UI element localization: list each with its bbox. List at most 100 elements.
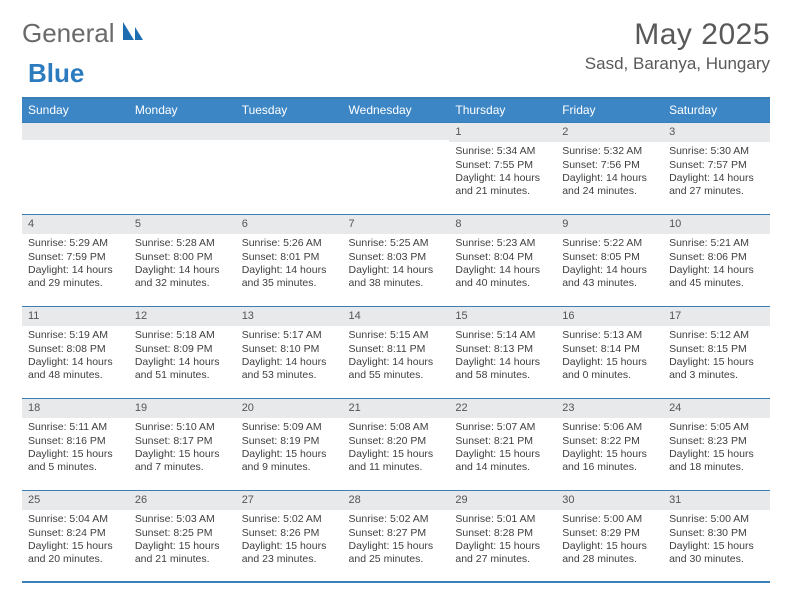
day-number-band: 21 [343, 398, 450, 418]
sunrise-line: Sunrise: 5:26 AM [242, 237, 337, 250]
sunrise-line: Sunrise: 5:00 AM [669, 513, 764, 526]
sunset-line: Sunset: 8:25 PM [135, 527, 230, 540]
daylight-line: Daylight: 14 hours and 55 minutes. [349, 356, 444, 383]
calendar-row: 1Sunrise: 5:34 AMSunset: 7:55 PMDaylight… [22, 122, 770, 214]
sunrise-line: Sunrise: 5:21 AM [669, 237, 764, 250]
sunset-line: Sunset: 8:10 PM [242, 343, 337, 356]
logo-text-general: General [22, 18, 115, 49]
calendar-cell: 9Sunrise: 5:22 AMSunset: 8:05 PMDaylight… [556, 214, 663, 306]
day-number-band: 29 [449, 490, 556, 510]
day-details: Sunrise: 5:15 AMSunset: 8:11 PMDaylight:… [343, 326, 450, 387]
weekday-header: Saturday [663, 98, 770, 122]
sunset-line: Sunset: 8:15 PM [669, 343, 764, 356]
day-details: Sunrise: 5:23 AMSunset: 8:04 PMDaylight:… [449, 234, 556, 295]
day-number-band: 7 [343, 214, 450, 234]
calendar-cell-empty [129, 122, 236, 214]
calendar-cell: 28Sunrise: 5:02 AMSunset: 8:27 PMDayligh… [343, 490, 450, 582]
calendar-cell: 1Sunrise: 5:34 AMSunset: 7:55 PMDaylight… [449, 122, 556, 214]
day-details: Sunrise: 5:18 AMSunset: 8:09 PMDaylight:… [129, 326, 236, 387]
day-details: Sunrise: 5:28 AMSunset: 8:00 PMDaylight:… [129, 234, 236, 295]
calendar-cell: 14Sunrise: 5:15 AMSunset: 8:11 PMDayligh… [343, 306, 450, 398]
day-details: Sunrise: 5:00 AMSunset: 8:30 PMDaylight:… [663, 510, 770, 571]
location: Sasd, Baranya, Hungary [585, 54, 770, 74]
sunset-line: Sunset: 8:19 PM [242, 435, 337, 448]
sunrise-line: Sunrise: 5:17 AM [242, 329, 337, 342]
day-number-band: 17 [663, 306, 770, 326]
sunset-line: Sunset: 8:08 PM [28, 343, 123, 356]
daylight-line: Daylight: 14 hours and 45 minutes. [669, 264, 764, 291]
daylight-line: Daylight: 15 hours and 3 minutes. [669, 356, 764, 383]
daylight-line: Daylight: 15 hours and 25 minutes. [349, 540, 444, 567]
day-details: Sunrise: 5:08 AMSunset: 8:20 PMDaylight:… [343, 418, 450, 479]
sunset-line: Sunset: 8:14 PM [562, 343, 657, 356]
calendar-cell: 13Sunrise: 5:17 AMSunset: 8:10 PMDayligh… [236, 306, 343, 398]
calendar-cell: 12Sunrise: 5:18 AMSunset: 8:09 PMDayligh… [129, 306, 236, 398]
sunrise-line: Sunrise: 5:22 AM [562, 237, 657, 250]
daylight-line: Daylight: 14 hours and 27 minutes. [669, 172, 764, 199]
day-number-band: 27 [236, 490, 343, 510]
day-details: Sunrise: 5:22 AMSunset: 8:05 PMDaylight:… [556, 234, 663, 295]
daylight-line: Daylight: 14 hours and 35 minutes. [242, 264, 337, 291]
day-number-band: 19 [129, 398, 236, 418]
sunset-line: Sunset: 7:56 PM [562, 159, 657, 172]
daylight-line: Daylight: 14 hours and 40 minutes. [455, 264, 550, 291]
day-number-band [343, 122, 450, 140]
sunrise-line: Sunrise: 5:30 AM [669, 145, 764, 158]
day-details: Sunrise: 5:17 AMSunset: 8:10 PMDaylight:… [236, 326, 343, 387]
day-number-band: 15 [449, 306, 556, 326]
sunset-line: Sunset: 8:13 PM [455, 343, 550, 356]
sunrise-line: Sunrise: 5:09 AM [242, 421, 337, 434]
day-details: Sunrise: 5:10 AMSunset: 8:17 PMDaylight:… [129, 418, 236, 479]
day-number-band: 13 [236, 306, 343, 326]
daylight-line: Daylight: 15 hours and 11 minutes. [349, 448, 444, 475]
day-details: Sunrise: 5:14 AMSunset: 8:13 PMDaylight:… [449, 326, 556, 387]
day-number-band [236, 122, 343, 140]
calendar-cell: 30Sunrise: 5:00 AMSunset: 8:29 PMDayligh… [556, 490, 663, 582]
day-details: Sunrise: 5:02 AMSunset: 8:27 PMDaylight:… [343, 510, 450, 571]
calendar-cell: 2Sunrise: 5:32 AMSunset: 7:56 PMDaylight… [556, 122, 663, 214]
sunrise-line: Sunrise: 5:11 AM [28, 421, 123, 434]
daylight-line: Daylight: 14 hours and 29 minutes. [28, 264, 123, 291]
calendar-cell: 11Sunrise: 5:19 AMSunset: 8:08 PMDayligh… [22, 306, 129, 398]
sunrise-line: Sunrise: 5:14 AM [455, 329, 550, 342]
day-number-band: 5 [129, 214, 236, 234]
daylight-line: Daylight: 14 hours and 43 minutes. [562, 264, 657, 291]
day-number-band: 8 [449, 214, 556, 234]
calendar-cell: 16Sunrise: 5:13 AMSunset: 8:14 PMDayligh… [556, 306, 663, 398]
calendar-cell: 4Sunrise: 5:29 AMSunset: 7:59 PMDaylight… [22, 214, 129, 306]
sunset-line: Sunset: 8:05 PM [562, 251, 657, 264]
calendar-cell: 7Sunrise: 5:25 AMSunset: 8:03 PMDaylight… [343, 214, 450, 306]
day-details: Sunrise: 5:30 AMSunset: 7:57 PMDaylight:… [663, 142, 770, 203]
sunset-line: Sunset: 8:20 PM [349, 435, 444, 448]
day-number-band: 1 [449, 122, 556, 142]
sunset-line: Sunset: 7:57 PM [669, 159, 764, 172]
calendar-cell: 3Sunrise: 5:30 AMSunset: 7:57 PMDaylight… [663, 122, 770, 214]
sunset-line: Sunset: 8:04 PM [455, 251, 550, 264]
sunset-line: Sunset: 8:24 PM [28, 527, 123, 540]
day-number-band: 12 [129, 306, 236, 326]
weekday-header: Wednesday [343, 98, 450, 122]
sunrise-line: Sunrise: 5:06 AM [562, 421, 657, 434]
daylight-line: Daylight: 15 hours and 21 minutes. [135, 540, 230, 567]
day-number-band: 11 [22, 306, 129, 326]
sunset-line: Sunset: 7:55 PM [455, 159, 550, 172]
calendar-cell: 29Sunrise: 5:01 AMSunset: 8:28 PMDayligh… [449, 490, 556, 582]
calendar-cell: 5Sunrise: 5:28 AMSunset: 8:00 PMDaylight… [129, 214, 236, 306]
calendar-cell: 25Sunrise: 5:04 AMSunset: 8:24 PMDayligh… [22, 490, 129, 582]
sunset-line: Sunset: 8:11 PM [349, 343, 444, 356]
calendar-row: 11Sunrise: 5:19 AMSunset: 8:08 PMDayligh… [22, 306, 770, 398]
daylight-line: Daylight: 15 hours and 28 minutes. [562, 540, 657, 567]
logo-sail-icon [121, 20, 145, 47]
sunrise-line: Sunrise: 5:03 AM [135, 513, 230, 526]
day-number-band: 2 [556, 122, 663, 142]
day-number-band [22, 122, 129, 140]
daylight-line: Daylight: 15 hours and 18 minutes. [669, 448, 764, 475]
daylight-line: Daylight: 14 hours and 53 minutes. [242, 356, 337, 383]
sunrise-line: Sunrise: 5:23 AM [455, 237, 550, 250]
daylight-line: Daylight: 14 hours and 51 minutes. [135, 356, 230, 383]
logo-text-blue: Blue [28, 58, 84, 89]
sunrise-line: Sunrise: 5:00 AM [562, 513, 657, 526]
calendar-cell: 24Sunrise: 5:05 AMSunset: 8:23 PMDayligh… [663, 398, 770, 490]
sunrise-line: Sunrise: 5:29 AM [28, 237, 123, 250]
day-details: Sunrise: 5:06 AMSunset: 8:22 PMDaylight:… [556, 418, 663, 479]
